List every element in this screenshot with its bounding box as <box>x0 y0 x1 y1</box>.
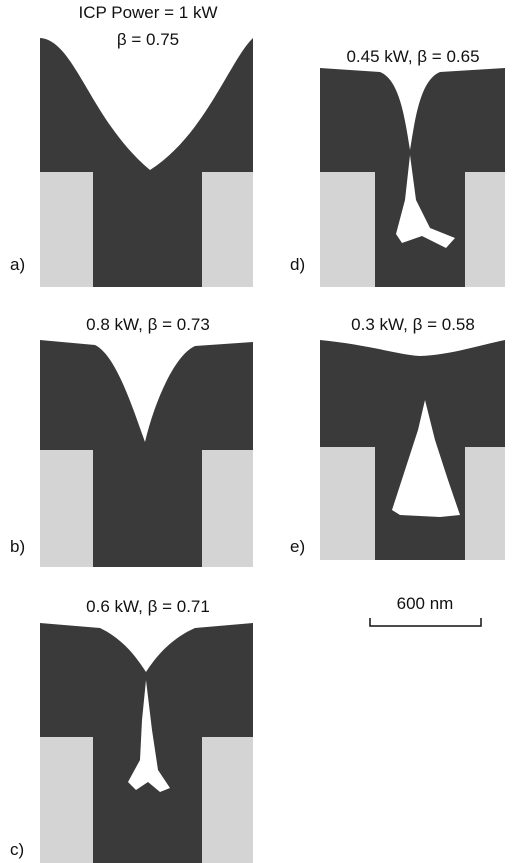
panel-e: 0.3 kW, β = 0.58 e) <box>290 315 505 560</box>
panel-title: 0.3 kW, β = 0.58 <box>351 315 475 334</box>
panel-a: ICP Power = 1 kW β = 0.75 a) <box>10 3 253 287</box>
scale-bar-line <box>370 618 481 626</box>
panel-b: 0.8 kW, β = 0.73 b) <box>10 315 253 567</box>
panel-title: 0.8 kW, β = 0.73 <box>86 315 210 334</box>
panel-title: 0.45 kW, β = 0.65 <box>346 47 479 66</box>
panel-title: ICP Power = 1 kW <box>78 3 217 22</box>
panel-label: e) <box>290 537 305 556</box>
panel-label: c) <box>10 840 24 859</box>
panel-c: 0.6 kW, β = 0.71 c) <box>10 597 253 863</box>
panel-label: b) <box>10 537 25 556</box>
panel-label: d) <box>290 255 305 274</box>
panel-d: 0.45 kW, β = 0.65 d) <box>290 47 505 287</box>
figure: ICP Power = 1 kW β = 0.75 a) 0.45 kW, β … <box>0 0 530 863</box>
panel-label: a) <box>10 255 25 274</box>
scale-bar-label: 600 nm <box>397 594 454 613</box>
scale-bar: 600 nm <box>370 594 481 626</box>
panel-title: β = 0.75 <box>117 30 179 49</box>
panel-title: 0.6 kW, β = 0.71 <box>86 597 210 616</box>
